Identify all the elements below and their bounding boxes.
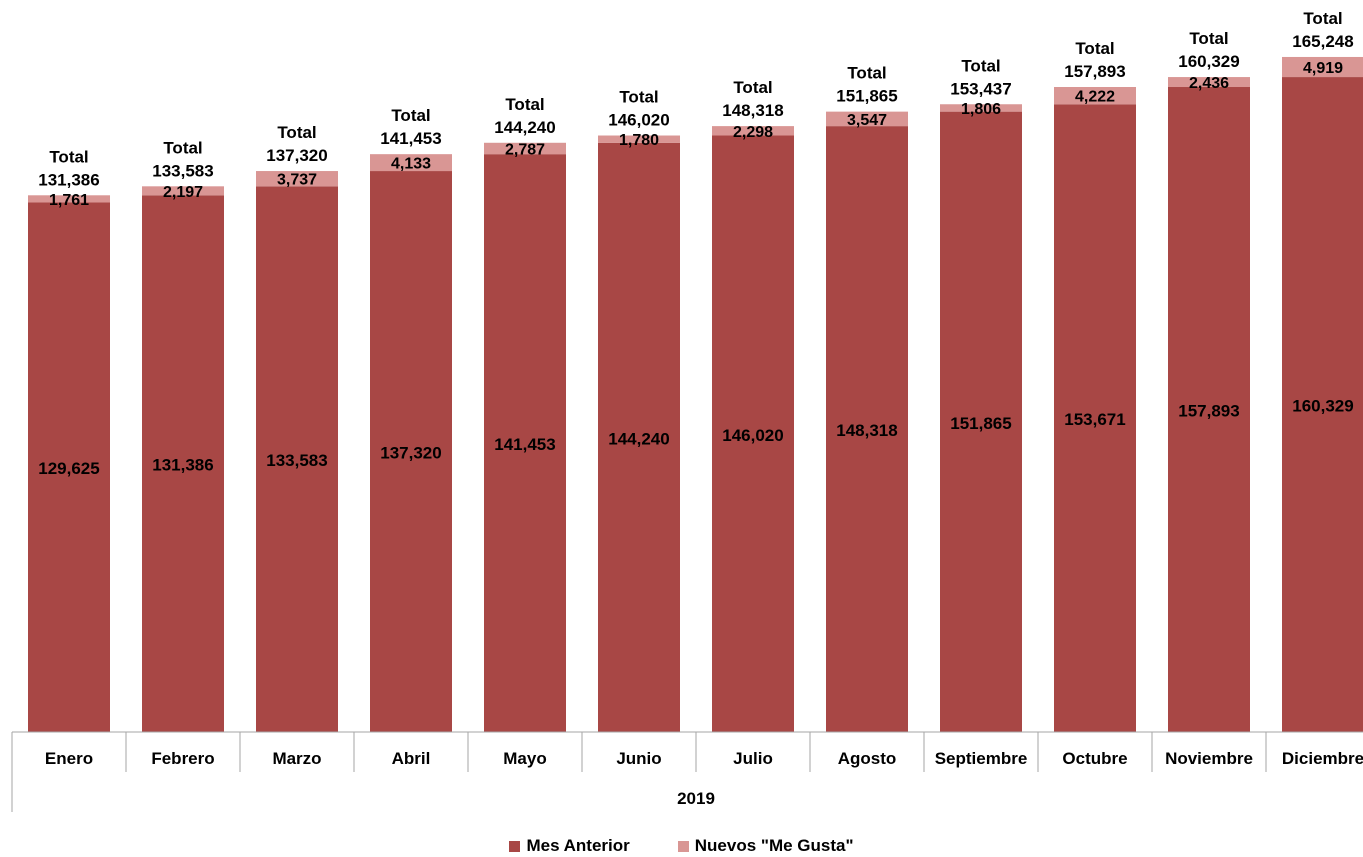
stacked-bar-chart: 129,625 1,761 Total 131,386 Enero 131,386 2,19… <box>11 9 1363 812</box>
data-label-mes-anterior: 146,020 <box>722 426 783 445</box>
bar-nuevos-me-gusta <box>1054 87 1136 105</box>
legend-item-nuevos-me-gusta: Nuevos "Me Gusta" <box>677 836 854 856</box>
bar-nuevos-me-gusta <box>826 111 908 127</box>
data-label-mes-anterior: 153,671 <box>1064 410 1125 429</box>
data-label-nuevos-me-gusta: 1,780 <box>619 132 659 149</box>
x-tick-label: Marzo <box>272 749 321 768</box>
x-tick-label: Abril <box>392 749 431 768</box>
data-label-mes-anterior: 137,320 <box>380 444 441 463</box>
x-tick-label: Febrero <box>151 749 214 768</box>
data-label-nuevos-me-gusta: 4,222 <box>1075 89 1115 106</box>
x-tick-label: Mayo <box>503 749 546 768</box>
bar-mes-anterior <box>1282 77 1363 733</box>
x-tick-label: Julio <box>733 749 773 768</box>
bar-nuevos-me-gusta <box>1168 77 1250 88</box>
total-label-value: 146,020 <box>608 111 669 130</box>
bar-nuevos-me-gusta <box>598 135 680 143</box>
bar-mes-anterior <box>28 202 110 732</box>
x-tick-label: Enero <box>45 749 93 768</box>
total-label-value: 133,583 <box>152 161 213 180</box>
total-label-prefix: Total <box>505 95 544 114</box>
bar-mes-anterior <box>712 135 794 732</box>
bar-mes-anterior <box>598 142 680 732</box>
data-label-nuevos-me-gusta: 2,197 <box>163 184 203 201</box>
bar-nuevos-me-gusta <box>142 186 224 196</box>
total-label-value: 144,240 <box>494 118 555 137</box>
x-tick-label: Septiembre <box>935 749 1028 768</box>
data-label-nuevos-me-gusta: 2,298 <box>733 124 773 141</box>
bar-nuevos-me-gusta <box>28 195 110 203</box>
data-label-nuevos-me-gusta: 1,761 <box>49 192 89 209</box>
data-label-nuevos-me-gusta: 2,787 <box>505 141 545 158</box>
legend-item-mes-anterior: Mes Anterior <box>509 836 630 856</box>
total-label-prefix: Total <box>163 138 202 157</box>
total-label-prefix: Total <box>961 56 1000 75</box>
bar-nuevos-me-gusta <box>370 154 452 172</box>
bar-nuevos-me-gusta <box>484 142 566 155</box>
data-label-mes-anterior: 151,865 <box>950 414 1011 433</box>
bar-mes-anterior <box>1054 104 1136 732</box>
legend-label-nuevos-me-gusta: Nuevos "Me Gusta" <box>694 836 854 855</box>
data-label-mes-anterior: 157,893 <box>1178 402 1239 421</box>
bar-mes-anterior <box>940 111 1022 733</box>
x-tick-label: Diciembre <box>1282 749 1363 768</box>
total-label-value: 165,248 <box>1292 32 1353 51</box>
legend-swatch-nuevos-me-gusta <box>677 840 689 852</box>
total-label-value: 137,320 <box>266 146 327 165</box>
total-label-prefix: Total <box>619 88 658 107</box>
x-tick-label: Agosto <box>838 749 897 768</box>
bar-nuevos-me-gusta <box>256 171 338 187</box>
total-label-prefix: Total <box>49 147 88 166</box>
total-label-prefix: Total <box>1303 9 1342 28</box>
legend: Mes Anterior Nuevos "Me Gusta" <box>0 836 1363 856</box>
total-label-prefix: Total <box>1075 39 1114 58</box>
bar-nuevos-me-gusta <box>1282 56 1363 78</box>
data-label-mes-anterior: 148,318 <box>836 421 897 440</box>
total-label-value: 141,453 <box>380 129 441 148</box>
bar-mes-anterior <box>484 154 566 732</box>
data-label-nuevos-me-gusta: 3,737 <box>277 172 317 189</box>
data-label-mes-anterior: 133,583 <box>266 451 327 470</box>
total-label-value: 157,893 <box>1064 62 1125 81</box>
data-label-nuevos-me-gusta: 4,919 <box>1303 60 1343 77</box>
data-label-mes-anterior: 141,453 <box>494 435 555 454</box>
bar-mes-anterior <box>142 195 224 732</box>
bar-mes-anterior <box>1168 87 1250 733</box>
data-label-mes-anterior: 144,240 <box>608 429 669 448</box>
bar-nuevos-me-gusta <box>712 126 794 136</box>
total-label-value: 160,329 <box>1178 52 1239 71</box>
total-label-prefix: Total <box>391 106 430 125</box>
data-label-nuevos-me-gusta: 2,436 <box>1189 75 1229 92</box>
data-label-nuevos-me-gusta: 1,806 <box>961 101 1001 118</box>
bar-mes-anterior <box>256 186 338 732</box>
bar-mes-anterior <box>370 171 452 733</box>
bar-mes-anterior <box>826 126 908 732</box>
x-tick-label: Junio <box>616 749 661 768</box>
data-label-mes-anterior: 160,329 <box>1292 397 1353 416</box>
total-label-prefix: Total <box>1189 29 1228 48</box>
x-group-label: 2019 <box>677 789 715 808</box>
total-label-value: 131,386 <box>38 170 99 189</box>
bar-nuevos-me-gusta <box>940 104 1022 112</box>
legend-label-mes-anterior: Mes Anterior <box>526 836 630 855</box>
total-label-value: 153,437 <box>950 79 1011 98</box>
total-label-value: 151,865 <box>836 87 897 106</box>
total-label-prefix: Total <box>277 123 316 142</box>
total-label-prefix: Total <box>733 78 772 97</box>
x-tick-label: Noviembre <box>1165 749 1253 768</box>
total-label-prefix: Total <box>847 64 886 83</box>
legend-swatch-mes-anterior <box>509 840 521 852</box>
data-label-mes-anterior: 131,386 <box>152 456 213 475</box>
x-tick-label: Octubre <box>1062 749 1127 768</box>
total-label-value: 148,318 <box>722 101 783 120</box>
data-label-nuevos-me-gusta: 4,133 <box>391 156 431 173</box>
data-label-mes-anterior: 129,625 <box>38 459 99 478</box>
data-label-nuevos-me-gusta: 3,547 <box>847 112 887 129</box>
